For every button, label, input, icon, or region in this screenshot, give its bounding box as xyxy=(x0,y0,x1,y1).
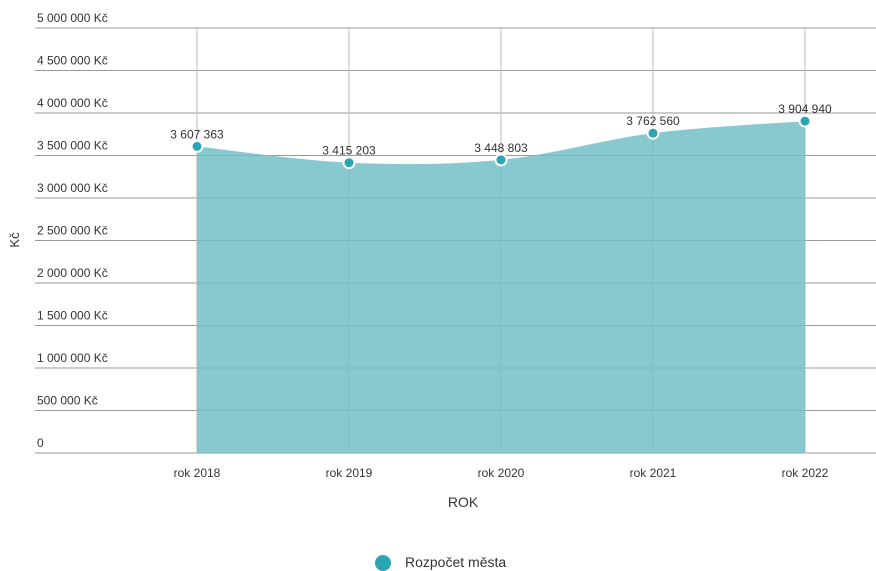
area xyxy=(197,121,805,453)
y-tick-label: 4 500 000 Kč xyxy=(37,54,108,68)
data-label: 3 762 560 xyxy=(626,114,680,128)
legend-label: Rozpočet města xyxy=(405,554,506,570)
y-tick-label: 500 000 Kč xyxy=(37,394,98,408)
y-tick-label: 2 000 000 Kč xyxy=(37,266,108,280)
data-label: 3 448 803 xyxy=(474,141,528,155)
y-tick-label: 5 000 000 Kč xyxy=(37,11,108,25)
x-axis-label: ROK xyxy=(448,494,479,510)
x-tick-label: rok 2019 xyxy=(326,466,373,480)
data-point xyxy=(190,139,204,153)
y-tick-label: 3 000 000 Kč xyxy=(37,181,108,195)
y-tick-label: 4 000 000 Kč xyxy=(37,96,108,110)
y-tick-label: 2 500 000 Kč xyxy=(37,224,108,238)
data-label: 3 607 363 xyxy=(170,127,224,141)
x-tick-label: rok 2021 xyxy=(630,466,677,480)
data-point xyxy=(646,126,660,140)
data-label: 3 904 940 xyxy=(778,102,832,116)
legend-marker xyxy=(375,555,391,571)
data-label: 3 415 203 xyxy=(322,144,376,158)
x-tick-label: rok 2018 xyxy=(174,466,221,480)
data-point xyxy=(798,114,812,128)
data-point xyxy=(494,153,508,167)
y-tick-label: 0 xyxy=(37,436,44,450)
data-point xyxy=(342,156,356,170)
y-tick-label: 1 500 000 Kč xyxy=(37,309,108,323)
x-tick-label: rok 2022 xyxy=(782,466,829,480)
y-tick-label: 3 500 000 Kč xyxy=(37,139,108,153)
x-tick-label: rok 2020 xyxy=(478,466,525,480)
y-tick-label: 1 000 000 Kč xyxy=(37,351,108,365)
y-axis-label: Kč xyxy=(7,232,22,248)
